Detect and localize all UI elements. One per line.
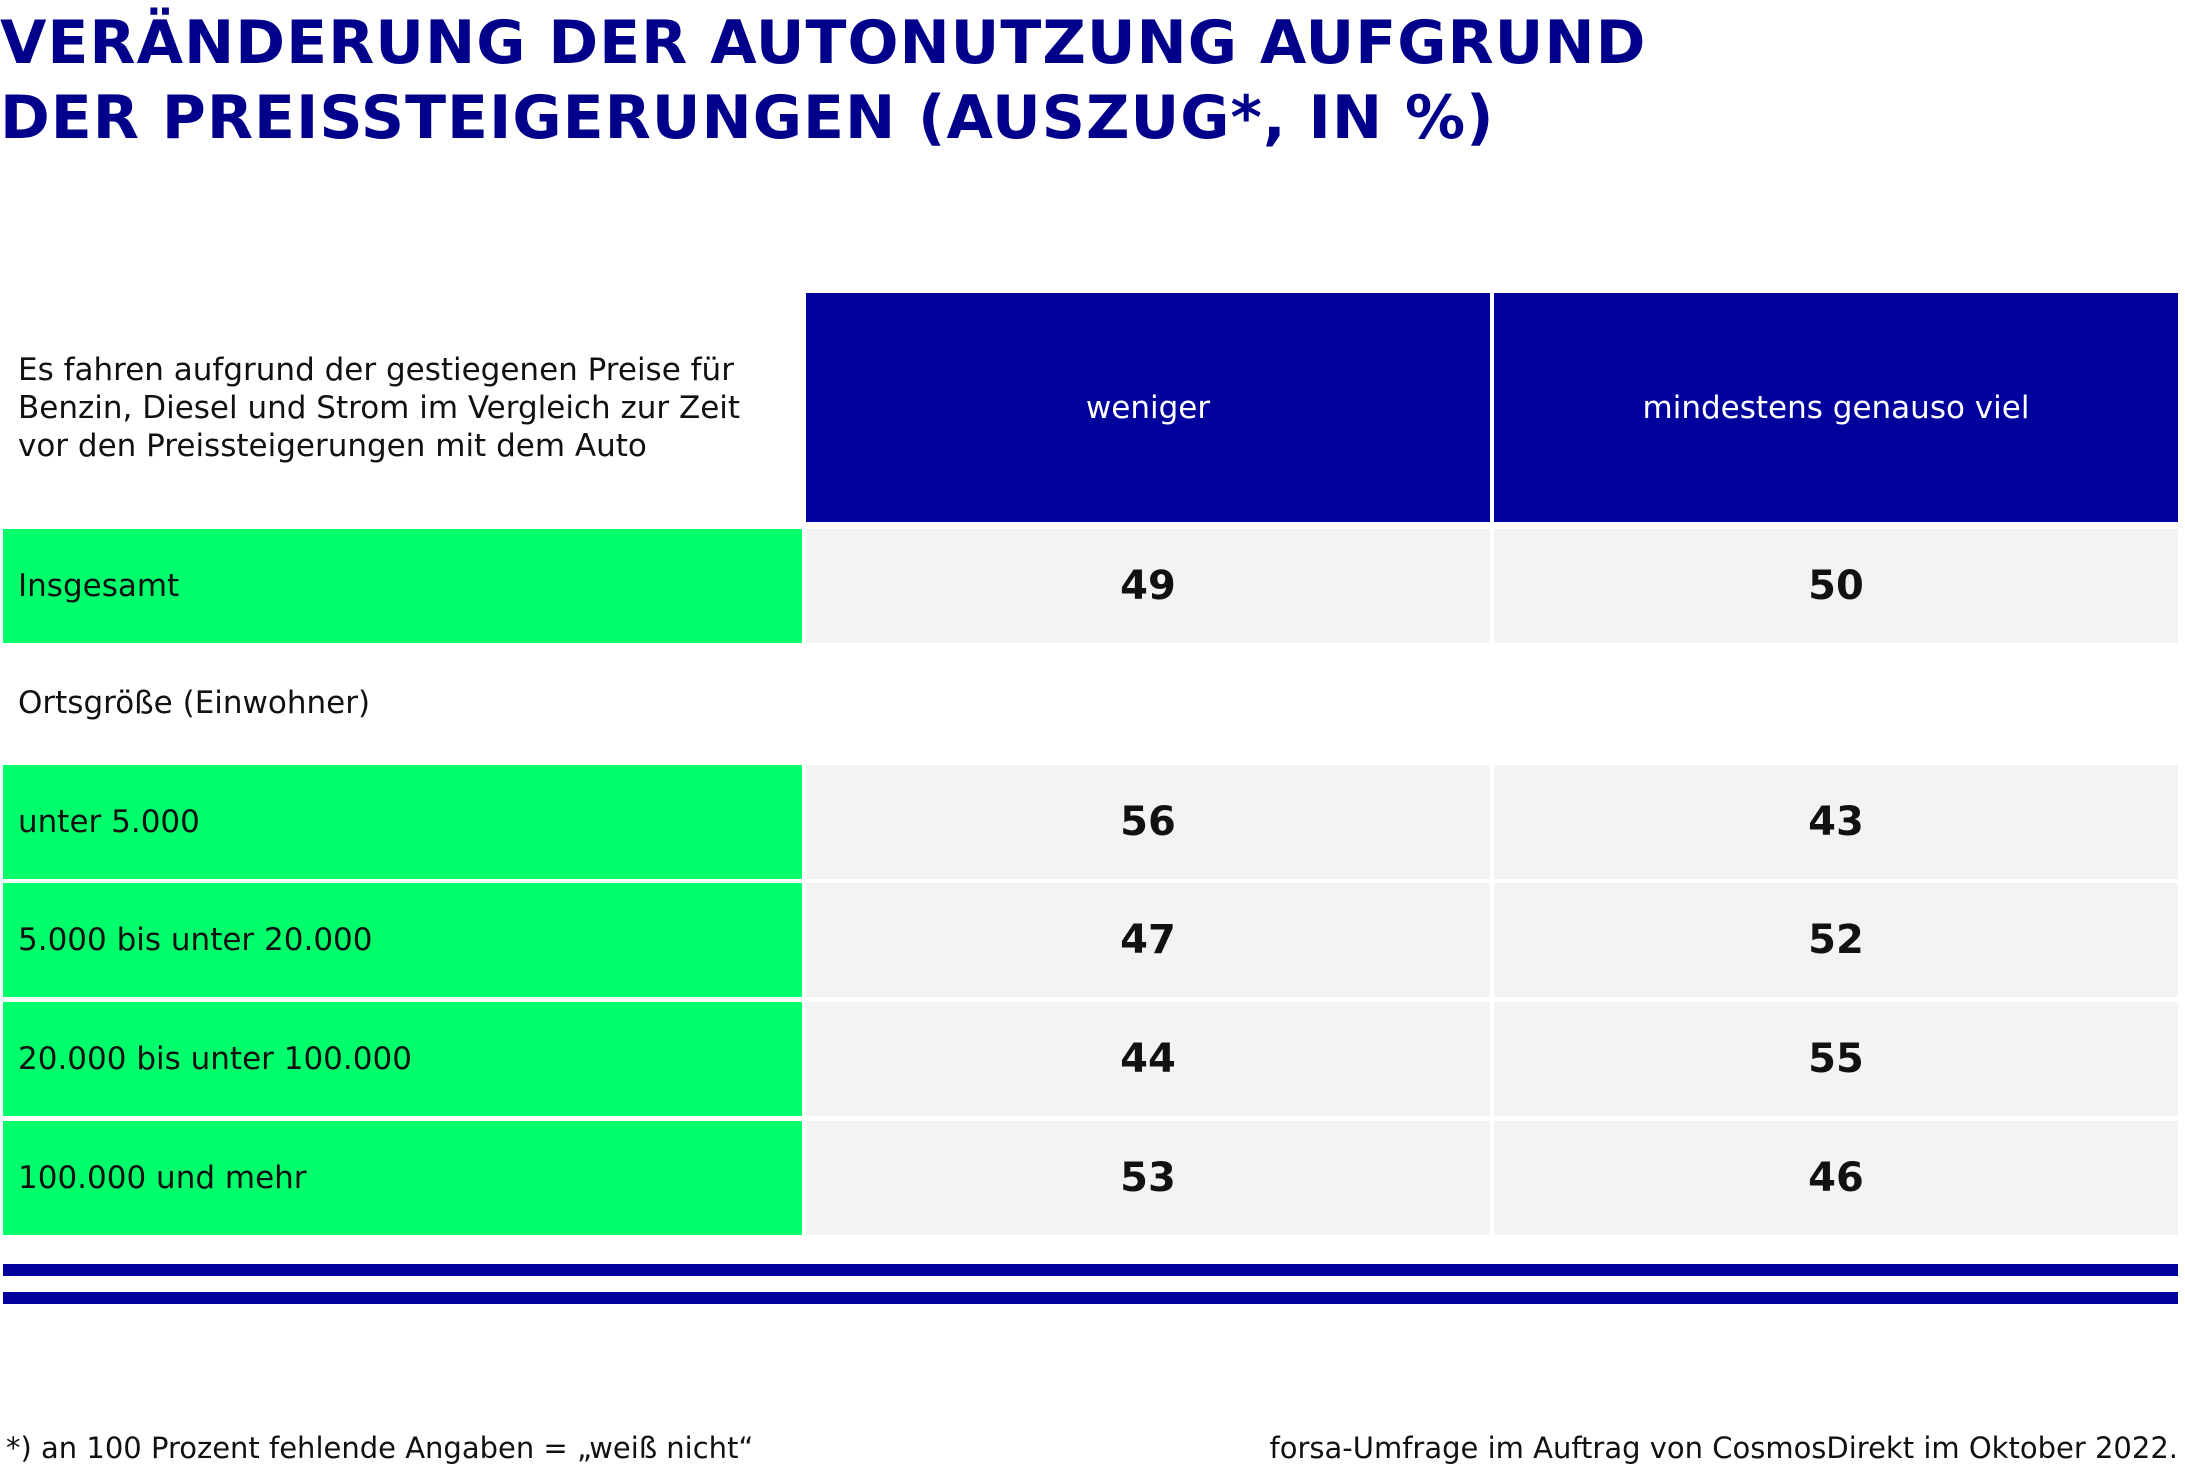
table-row: unter 5.000 56 43 [0,765,2185,879]
table-row: Insgesamt 49 50 [0,529,2185,643]
value-weniger: 49 [806,529,1490,643]
value-mindestens-genauso-viel: 43 [1494,765,2178,879]
footnote-source: forsa-Umfrage im Auftrag von CosmosDirek… [1269,1431,2178,1465]
column-header-mindestens-genauso-viel: mindestens genauso viel [1494,293,2178,522]
double-rule-top [3,1264,2178,1276]
chart-title: VERÄNDERUNG DER AUTONUTZUNG AUFGRUND DER… [0,6,2000,156]
column-header-weniger: weniger [806,293,1490,522]
value-mindestens-genauso-viel: 52 [1494,883,2178,997]
value-mindestens-genauso-viel: 55 [1494,1002,2178,1116]
table-row: 5.000 bis unter 20.000 47 52 [0,883,2185,997]
table-row: 100.000 und mehr 53 46 [0,1121,2185,1235]
chart-title-line-1: VERÄNDERUNG DER AUTONUTZUNG AUFGRUND [0,8,1647,78]
row-label: 5.000 bis unter 20.000 [3,883,802,997]
chart-title-line-2: DER PREISSTEIGERUNGEN (AUSZUG*, IN %) [0,83,1495,153]
value-mindestens-genauso-viel: 46 [1494,1121,2178,1235]
group-row: Ortsgröße (Einwohner) [0,646,2185,760]
value-weniger: 47 [806,883,1490,997]
question-text: Es fahren aufgrund der gestiegenen Preis… [18,351,741,464]
table-row: 20.000 bis unter 100.000 44 55 [0,1002,2185,1116]
row-label: 100.000 und mehr [3,1121,802,1235]
row-label: 20.000 bis unter 100.000 [3,1002,802,1116]
table-header-row: Es fahren aufgrund der gestiegenen Preis… [0,293,2185,522]
value-mindestens-genauso-viel: 50 [1494,529,2178,643]
row-label: Insgesamt [3,529,802,643]
value-weniger: 53 [806,1121,1490,1235]
double-rule-bottom [3,1292,2178,1304]
footnote-missing-answers: *) an 100 Prozent fehlende Angaben = „we… [6,1431,754,1465]
group-label: Ortsgröße (Einwohner) [18,685,371,721]
value-weniger: 56 [806,765,1490,879]
row-label: unter 5.000 [3,765,802,879]
value-weniger: 44 [806,1002,1490,1116]
